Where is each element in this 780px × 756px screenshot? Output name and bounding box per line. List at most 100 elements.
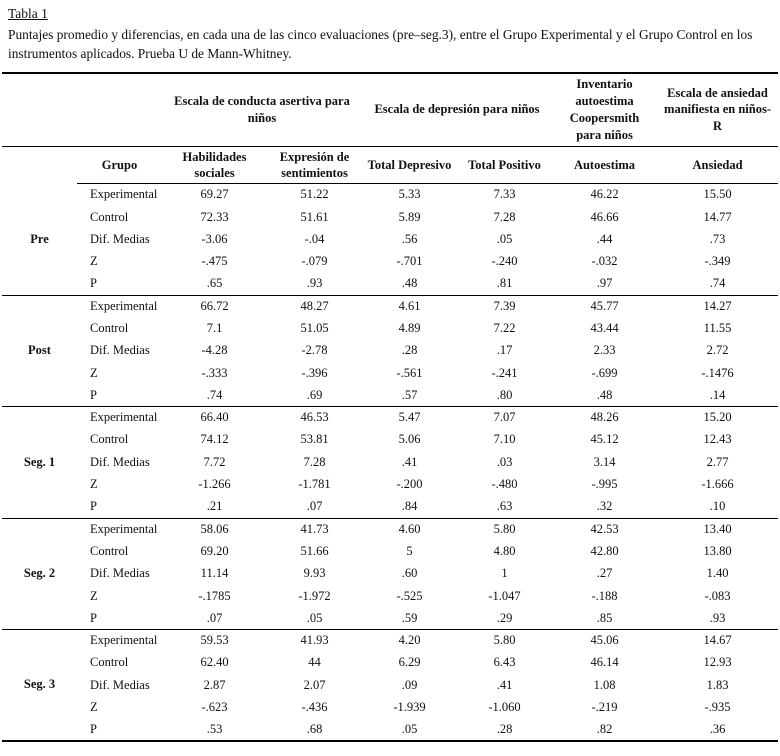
table-row: Seg. 1 Experimental 66.40 46.53 5.47 7.07 48.2… xyxy=(2,407,778,468)
table-row: P .21 .07 .84 .63 .32 .10 xyxy=(2,496,778,518)
value-cell: -.241 xyxy=(491,365,518,380)
results-table: Escala de conducta asertiva para niños Es… xyxy=(2,72,779,742)
value-cell: .21 xyxy=(206,499,223,514)
value-cell: -.333 xyxy=(201,365,228,380)
value-cell: 14.27 xyxy=(703,298,732,313)
group-header-cell: Escala de conducta asertiva para niños xyxy=(162,73,362,147)
value-cell: 7.10 xyxy=(493,432,516,447)
row-label: Dif. Medias xyxy=(90,454,150,469)
value-cell: 2.77 xyxy=(706,454,729,469)
table-section: Post Experimental 66.72 48.27 4.61 7.39 45.77 1… xyxy=(2,295,779,407)
value-cell: -.480 xyxy=(491,477,518,492)
value-cell: .68 xyxy=(306,721,323,736)
table-header: Escala de conducta asertiva para niños Es… xyxy=(2,73,779,185)
table-row: P .07 .05 .59 .29 .85 .93 xyxy=(2,607,778,629)
table-row: Z -.1785 -1.972 -.525 -1.047 -.188 -.083 xyxy=(2,585,778,607)
row-label: Dif. Medias xyxy=(90,343,150,358)
value-cell: .63 xyxy=(496,499,513,514)
value-cell: 66.72 xyxy=(200,298,229,313)
value-cell: 58.06 xyxy=(200,521,229,536)
value-cell: 12.43 xyxy=(703,432,732,447)
value-cell: .14 xyxy=(709,387,726,402)
value-cell: 5.80 xyxy=(493,521,516,536)
value-cell: .28 xyxy=(401,343,418,358)
value-cell: .85 xyxy=(596,610,613,625)
value-cell: .07 xyxy=(206,610,223,625)
value-cell: 7.1 xyxy=(206,320,223,335)
value-cell: -.475 xyxy=(201,254,228,269)
value-cell: .73 xyxy=(709,231,726,246)
value-cell: -4.28 xyxy=(201,343,228,358)
group-header-cell: Escala de ansiedad manifiesta en niños-R xyxy=(657,73,779,147)
value-cell: 44 xyxy=(308,655,321,670)
table-section: Seg. 3 Experimental 59.53 41.93 4.20 5.80 45.0… xyxy=(2,630,779,741)
value-cell: .84 xyxy=(401,499,418,514)
value-cell: 4.61 xyxy=(398,298,421,313)
group-header-row: Escala de conducta asertiva para niños Es… xyxy=(2,73,779,147)
row-label: Experimental xyxy=(90,187,158,202)
value-cell: 1 xyxy=(501,566,508,581)
row-label: Experimental xyxy=(90,521,158,536)
table-row: Dif. Medias 7.72 7.28 .41 .03 3.14 2.77 xyxy=(2,451,778,473)
value-cell: 74.12 xyxy=(200,432,229,447)
table-row: Dif. Medias -4.28 -2.78 .28 .17 2.33 2.72 xyxy=(2,340,778,362)
group-header-cell: Escala de depresión para niños xyxy=(362,73,553,147)
value-cell: .74 xyxy=(709,276,726,291)
value-cell: .48 xyxy=(401,276,418,291)
value-cell: 7.39 xyxy=(493,298,516,313)
row-label: Z xyxy=(90,700,98,715)
value-cell: -.701 xyxy=(396,254,423,269)
value-cell: 46.22 xyxy=(590,187,619,202)
row-label: Experimental xyxy=(90,410,158,425)
table-row: Dif. Medias -3.06 -.04 .56 .05 .44 .73 xyxy=(2,228,778,250)
value-cell: 9.93 xyxy=(303,566,326,581)
value-cell: .09 xyxy=(401,677,418,692)
value-cell: 1.08 xyxy=(593,677,616,692)
value-cell: .57 xyxy=(401,387,418,402)
value-cell: 45.06 xyxy=(590,633,619,648)
value-cell: 13.80 xyxy=(703,543,732,558)
value-cell: 2.87 xyxy=(203,677,226,692)
sub-header-cell: Expresión de sentimientos xyxy=(267,146,362,185)
value-cell: 51.22 xyxy=(300,187,329,202)
value-cell: 15.20 xyxy=(703,410,732,425)
value-cell: .36 xyxy=(709,721,726,736)
value-cell: -.219 xyxy=(591,700,618,715)
value-cell: .81 xyxy=(496,276,513,291)
value-cell: 2.72 xyxy=(706,343,729,358)
value-cell: .93 xyxy=(306,276,323,291)
value-cell: .60 xyxy=(401,566,418,581)
value-cell: 72.33 xyxy=(200,209,229,224)
value-cell: 7.28 xyxy=(303,454,326,469)
value-cell: 69.20 xyxy=(200,543,229,558)
row-label: Dif. Medias xyxy=(90,566,150,581)
value-cell: 5.89 xyxy=(398,209,421,224)
period-label: Seg. 1 xyxy=(23,454,56,469)
value-cell: -1.781 xyxy=(298,477,331,492)
value-cell: .29 xyxy=(496,610,513,625)
period-label: Pre xyxy=(30,231,49,246)
value-cell: -.623 xyxy=(201,700,228,715)
table-row: Z -1.266 -1.781 -.200 -.480 -.995 -1.666 xyxy=(2,473,778,495)
value-cell: 3.14 xyxy=(593,454,616,469)
value-cell: 7.28 xyxy=(493,209,516,224)
value-cell: .48 xyxy=(596,387,613,402)
value-cell: .41 xyxy=(496,677,513,692)
value-cell: 66.40 xyxy=(200,410,229,425)
value-cell: .56 xyxy=(401,231,418,246)
value-cell: 4.89 xyxy=(398,320,421,335)
table-caption: Puntajes promedio y diferencias, en cada… xyxy=(8,27,753,62)
sub-header-cell: Ansiedad xyxy=(657,146,779,185)
value-cell: .80 xyxy=(496,387,513,402)
value-cell: 5.80 xyxy=(493,633,516,648)
value-cell: -.396 xyxy=(301,365,328,380)
sub-header-spacer xyxy=(2,146,77,184)
row-label: Z xyxy=(90,588,98,603)
value-cell: .10 xyxy=(709,499,726,514)
row-label: Experimental xyxy=(90,633,158,648)
row-label: P xyxy=(90,276,97,291)
value-cell: -.699 xyxy=(591,365,618,380)
value-cell: 45.12 xyxy=(590,432,619,447)
value-cell: 7.72 xyxy=(203,454,226,469)
